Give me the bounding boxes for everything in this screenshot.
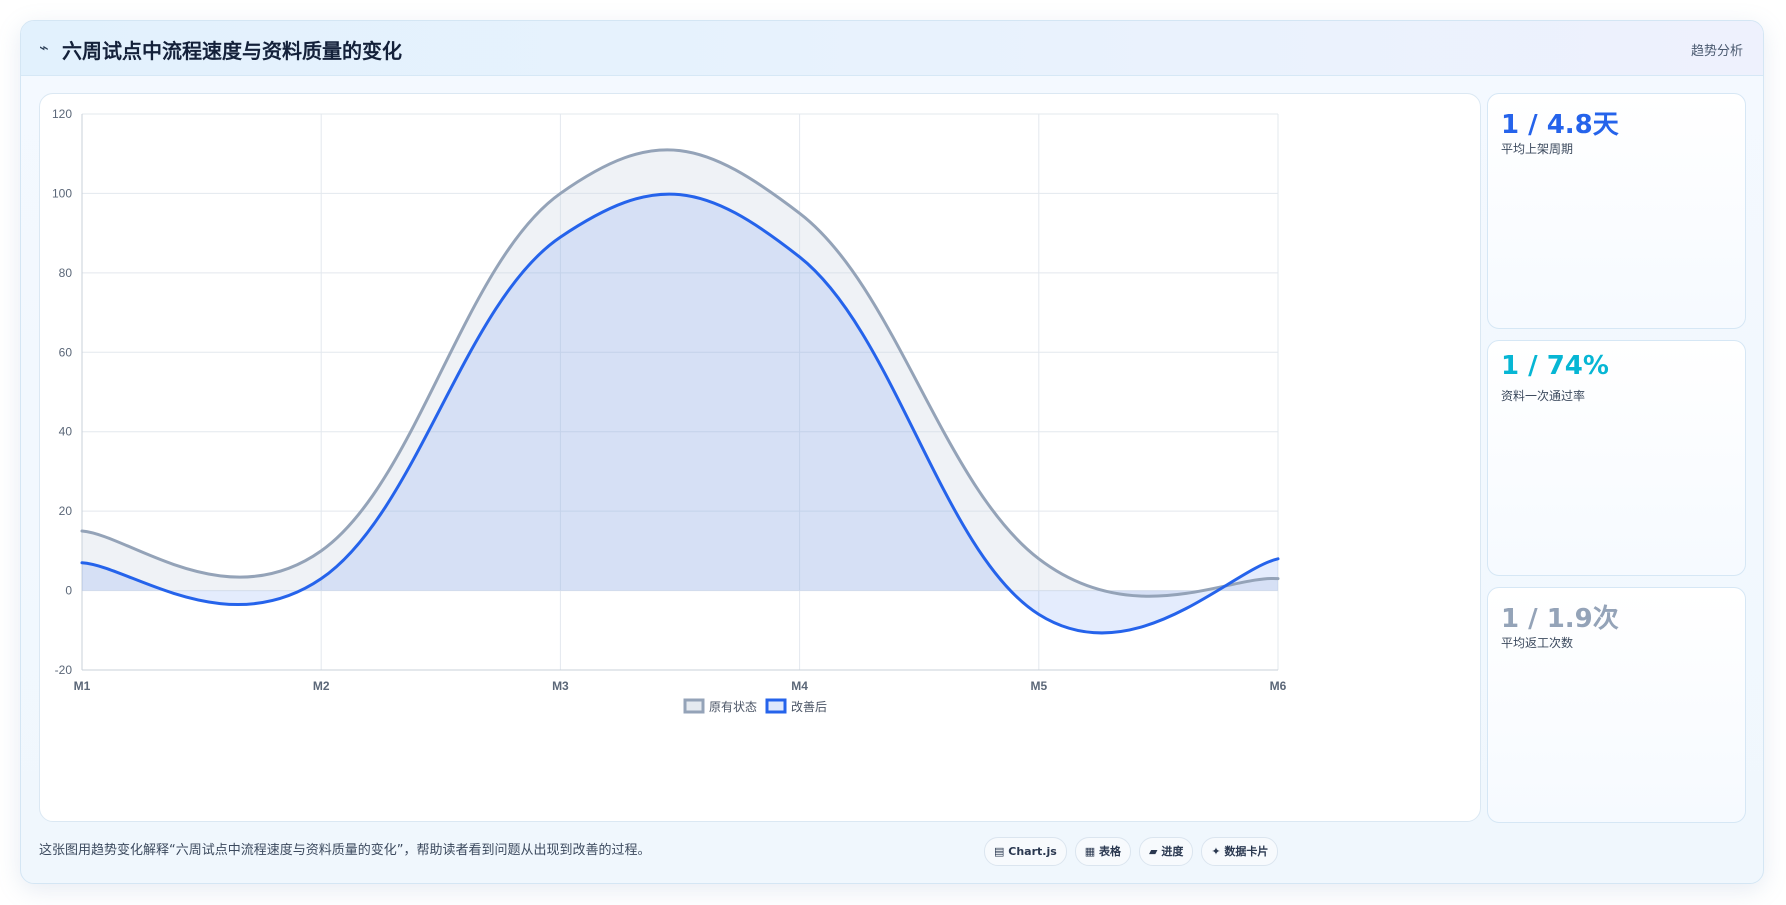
analysis-tag: 趋势分析 [1690,44,1743,59]
chart-card: -20 0 20 40 60 80 100 120 M1 M2 M3 M4 M5 M6 原有状态 改善后 [39,93,1481,822]
stat-card-cycle: 1 / 4.8天 平均上架周期 [1487,93,1746,329]
series-area-1 [82,194,1278,634]
x-tick-label: M6 [1270,679,1287,693]
y-tick-label: 20 [59,504,73,518]
x-tick-label: M2 [313,679,330,693]
stat-value: 1 / 74% [1501,351,1609,381]
tag-label: 进度 [1161,845,1184,858]
progress-icon: ▰ [1149,845,1158,858]
stat-value: 1 / 4.8天 [1501,110,1619,140]
stat-label: 平均上架周期 [1501,142,1574,156]
x-tick-label: M1 [74,679,91,693]
chart-icon: ▤ [994,845,1005,858]
stat-card-rework: 1 / 1.9次 平均返工次数 [1487,587,1746,823]
table-icon: ▦ [1084,845,1096,858]
tag-table[interactable]: ▦ 表格 [1074,837,1132,866]
series-line-0 [80,148,1280,598]
tag-label: 表格 [1099,845,1122,858]
y-tick-label: 80 [59,266,73,280]
dashboard-panel: ⌁ 六周试点中流程速度与资料质量的变化 趋势分析 -20 0 20 40 60 80 100… [20,20,1764,884]
x-tick-label: M3 [552,679,569,693]
legend-swatch [765,698,787,714]
stat-label: 平均返工次数 [1501,636,1574,650]
area-chart: -20 0 20 40 60 80 100 120 M1 M2 M3 M4 M5 M6 原有状态 改善后 [52,107,1287,714]
stat-label: 资料一次通过率 [1501,389,1586,403]
trend-icon: ⌁ [39,38,49,57]
panel-header: ⌁ 六周试点中流程速度与资料质量的变化 趋势分析 [21,21,1763,76]
stat-card-pass-rate: 1 / 74% 资料一次通过率 [1487,340,1746,576]
y-tick-label: 40 [59,425,73,439]
tag-data-card[interactable]: ✦ 数据卡片 [1201,837,1279,866]
tag-progress[interactable]: ▰ 进度 [1139,837,1194,866]
stat-value: 1 / 1.9次 [1501,604,1619,634]
series-line-1 [80,192,1280,635]
tag-list: ▤ Chart.js ▦ 表格 ▰ 进度 ✦ 数据卡片 [984,837,1279,866]
page-title: 六周试点中流程速度与资料质量的变化 [62,39,402,63]
tag-label: 数据卡片 [1224,845,1269,858]
tag-chartjs[interactable]: ▤ Chart.js [984,837,1067,866]
legend-label: 改善后 [791,699,827,714]
tag-label: Chart.js [1008,845,1057,858]
chart-description: 这张图用趋势变化解释“六周试点中流程速度与资料质量的变化”，帮助读者看到问题从出… [39,843,651,858]
legend-label: 原有状态 [709,700,757,714]
y-tick-label: 120 [52,107,72,121]
y-tick-label: 100 [52,186,72,200]
y-tick-label: 0 [65,584,72,598]
sparkle-icon: ✦ [1211,845,1221,858]
x-tick-label: M4 [791,679,808,693]
y-tick-label: -20 [55,663,73,677]
legend-swatch [683,698,705,714]
x-tick-label: M5 [1030,679,1047,693]
y-tick-label: 60 [59,345,73,359]
